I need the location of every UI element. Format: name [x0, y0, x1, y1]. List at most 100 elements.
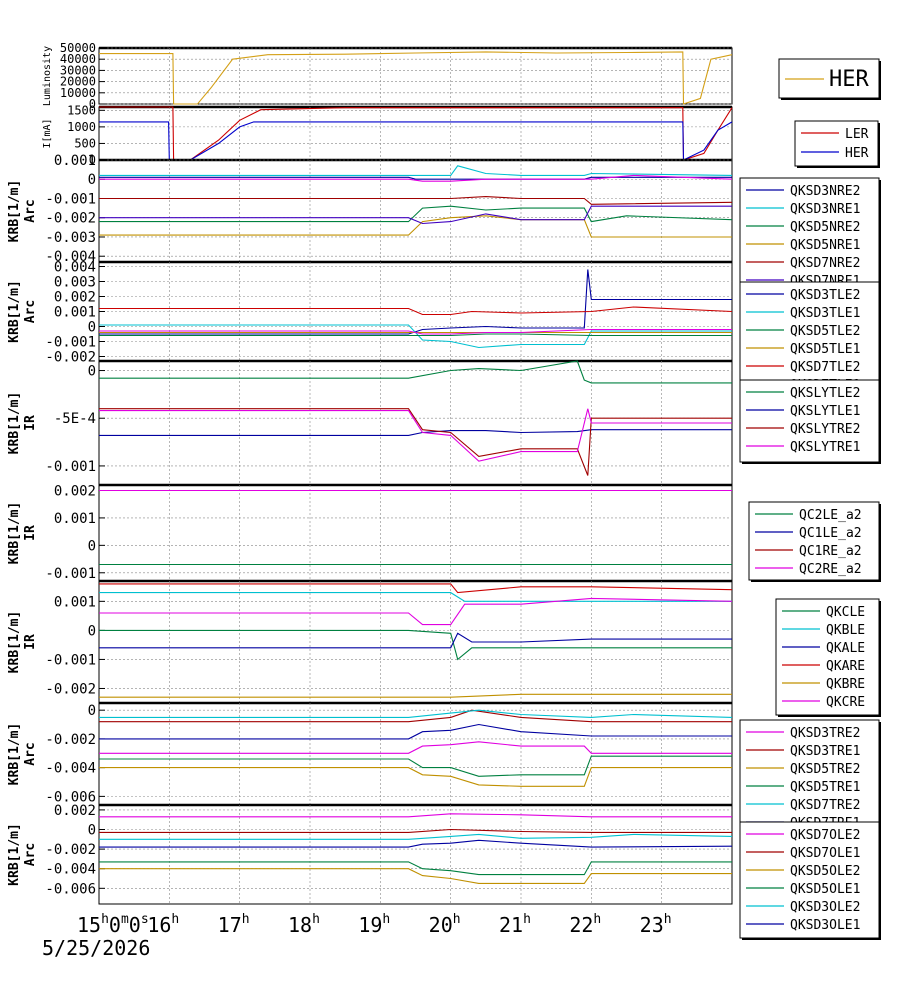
legend-box: [794, 120, 879, 167]
legend: QKSD3TLE2 QKSD3TLE1 QKSD5TLE2 QKSD5TLE1 QKSD…: [739, 281, 881, 398]
series-line-QKSD5TLE2: [99, 333, 732, 337]
y-tick-label: 0.001: [54, 511, 96, 527]
legend-box: [739, 177, 880, 299]
panel-4: 0.0040.0030.0020.0010-0.001-0.002KRB[1/m…: [7, 260, 881, 398]
y-tick-label: 20000: [60, 75, 96, 89]
panel-7: 0.0010-0.001-0.002KRB[1/m]IRQKCLEQKBLEQK…: [7, 579, 881, 717]
y-tick-label: 0: [88, 703, 96, 719]
series-line-QKSD7OLE1: [99, 828, 732, 833]
series-line-QKSD3TRE1: [99, 709, 732, 723]
y-tick-label: 0.004: [54, 260, 96, 276]
legend-label: QKSD5TLE1: [790, 342, 860, 357]
legend-label: HER: [845, 146, 869, 161]
series-line-QKCLE: [99, 629, 732, 661]
y-tick-label: -0.001: [45, 566, 96, 582]
series-line-QKSD5NRE1: [99, 215, 732, 238]
legend-box: [775, 598, 880, 716]
y-tick-label: -0.002: [45, 681, 96, 697]
legend-label: QKSD5TLE2: [790, 324, 860, 339]
y-tick-label: -0.001: [45, 335, 96, 351]
legend: QC2LE_a2 QC1LE_a2 QC1RE_a2 QC2RE_a2: [748, 501, 881, 582]
legend-label: QKSD5TRE1: [790, 780, 860, 795]
y-tick-label: 1000: [67, 120, 96, 134]
legend-label: QKSD3TRE1: [790, 744, 860, 759]
legend-label: QC2LE_a2: [799, 508, 862, 523]
y-tick-label: -0.006: [45, 881, 96, 897]
date-label: 5/25/2026: [42, 936, 151, 960]
x-tick-label: 19h: [358, 912, 390, 937]
series-line-QKSLYTRE2: [99, 408, 732, 476]
legend-label: QKCRE: [826, 695, 865, 710]
y-axis-label: KRB[1/m]IR: [7, 502, 38, 565]
y-tick-label: 0: [88, 172, 96, 188]
y-tick-label: -0.001: [45, 459, 96, 475]
legend: QKSD3NRE2 QKSD3NRE1 QKSD5NRE2 QKSD5NRE1 QKSD…: [739, 177, 881, 307]
y-tick-label: -5E-4: [54, 411, 96, 427]
series-line-QKBRE: [99, 693, 732, 698]
x-tick-label: 20h: [429, 912, 461, 937]
legend-box: [748, 501, 880, 581]
series-line-QKSD7TRE1: [99, 723, 732, 740]
y-tick-label: 0.001: [54, 305, 96, 321]
y-tick-label: -0.003: [45, 230, 96, 246]
y-tick-label: 500: [74, 136, 96, 150]
y-tick-label: 0.002: [54, 483, 96, 499]
y-tick-label: 0: [89, 97, 96, 111]
legend-label: QC1LE_a2: [799, 526, 862, 541]
x-tick-label: 22h: [569, 912, 601, 937]
series-line-QKBLE: [99, 592, 732, 602]
y-axis-label: KRB[1/m]IR: [7, 392, 38, 455]
y-tick-label: 40000: [60, 52, 96, 66]
panel-9: 0.002 0 -0.002 -0.004 -0.006 KRB[1/m]Arc QKSD7…: [7, 803, 881, 940]
legend-label: QKSD3NRE1: [790, 202, 860, 217]
y-tick-label: 0.002: [54, 290, 96, 306]
y-tick-label: -0.004: [45, 862, 96, 878]
legend-label: QKARE: [826, 659, 865, 674]
y-tick-label: -0.002: [45, 842, 96, 858]
series-line-HER: [99, 51, 733, 105]
y-tick-label: -0.001: [45, 191, 96, 207]
legend-label: LER: [845, 127, 869, 142]
y-axis-label: KRB[1/m]Arc: [7, 823, 38, 886]
y-tick-label: 50000: [60, 41, 96, 55]
legend: LER HER: [794, 120, 880, 168]
legend-box: [739, 379, 880, 463]
series-line-LER: [99, 106, 733, 161]
legend-label: QKSD7TRE2: [790, 798, 860, 813]
legend-label: HER: [829, 67, 869, 92]
x-tick-label: 18h: [288, 912, 320, 937]
legend-label: QC2RE_a2: [799, 562, 862, 577]
panel-5: 0 -5E-4 -0.001 KRB[1/m]IR QKSLYTLE2 QKSLYTLE1…: [7, 359, 881, 486]
legend-label: QC1RE_a2: [799, 544, 862, 559]
series-line-QKSD3TLE2: [99, 269, 732, 335]
legend: QKSD7OLE2 QKSD7OLE1 QKSD5OLE2 QKSD5OLE1 QKSD…: [739, 821, 881, 940]
y-tick-label: -0.004: [45, 761, 96, 777]
series-line-QKSD7TLE1: [99, 328, 732, 335]
y-tick-label: 0: [88, 538, 96, 554]
legend-label: QKSD3NRE2: [790, 184, 860, 199]
legend-label: QKSD5OLE2: [790, 864, 860, 879]
series-line-QKCRE: [99, 597, 733, 626]
plot-frame: [98, 702, 733, 806]
y-tick-label: -0.006: [45, 789, 96, 805]
legend-label: QKSD3OLE2: [790, 900, 860, 915]
legend-label: QKSD3TLE1: [790, 306, 860, 321]
series-line-QKSD5TRE2: [99, 767, 732, 787]
legend-label: QKBRE: [826, 677, 865, 692]
plot-frame: [98, 484, 733, 582]
legend-label: QKSD7OLE1: [790, 846, 860, 861]
series-line-QKSD5NRE2: [99, 205, 733, 223]
legend-label: QKSLYTLE2: [790, 386, 860, 401]
y-tick-label: 10000: [60, 86, 96, 100]
series-line-QKSD7TRE2: [99, 709, 733, 718]
legend-label: QKSD3TRE2: [790, 726, 860, 741]
x-tick-label: 23h: [640, 912, 672, 937]
y-tick-label: 0.001: [54, 594, 96, 610]
y-tick-label: -0.004: [45, 249, 96, 265]
y-axis-label: KRB[1/m]IR: [7, 611, 38, 674]
legend-label: QKSD5NRE1: [790, 238, 860, 253]
y-tick-label: -0.002: [45, 350, 96, 366]
series-line-QKSLYTLE1: [99, 429, 732, 436]
